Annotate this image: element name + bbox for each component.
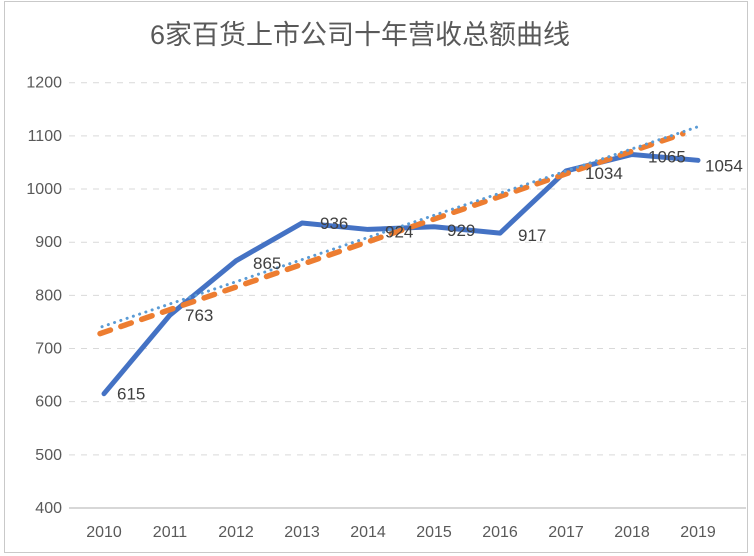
x-axis-tick-label: 2013 xyxy=(284,524,320,541)
data-label: 929 xyxy=(447,221,475,240)
x-axis-tick-label: 2015 xyxy=(416,524,452,541)
data-label: 615 xyxy=(117,385,145,404)
x-axis-tick-label: 2016 xyxy=(482,524,518,541)
data-label: 936 xyxy=(320,214,348,233)
data-label: 865 xyxy=(253,254,281,273)
x-axis-tick-label: 2010 xyxy=(86,524,122,541)
data-label: 1065 xyxy=(648,147,686,166)
data-label: 917 xyxy=(518,226,546,245)
y-axis-tick-label: 500 xyxy=(35,447,62,464)
x-axis-tick-label: 2019 xyxy=(680,524,716,541)
x-axis-tick-label: 2011 xyxy=(153,524,188,541)
x-axis-tick-label: 2017 xyxy=(548,524,584,541)
data-label: 1054 xyxy=(705,156,743,175)
y-axis-tick-label: 1100 xyxy=(28,128,63,145)
y-axis-tick-label: 600 xyxy=(35,394,62,411)
y-axis-tick-label: 700 xyxy=(35,341,62,358)
y-axis-tick-label: 1200 xyxy=(26,75,62,92)
revenue-series-line xyxy=(101,151,701,397)
data-label: 763 xyxy=(185,306,213,325)
y-axis-tick-label: 400 xyxy=(35,500,62,517)
x-axis-tick-label: 2018 xyxy=(614,524,650,541)
x-axis-tick-label: 2014 xyxy=(350,524,386,541)
trendline-dot xyxy=(100,124,701,329)
x-axis-tick-label: 2012 xyxy=(218,524,254,541)
y-axis-tick-label: 900 xyxy=(35,234,62,251)
y-axis-tick-label: 800 xyxy=(35,287,62,304)
data-label: 924 xyxy=(385,222,413,241)
chart-title: 6家百货上市公司十年营收总额曲线 xyxy=(150,20,570,50)
data-label: 1034 xyxy=(585,164,623,183)
trendline-dash xyxy=(97,130,686,337)
y-axis-tick-label: 1000 xyxy=(26,181,62,198)
